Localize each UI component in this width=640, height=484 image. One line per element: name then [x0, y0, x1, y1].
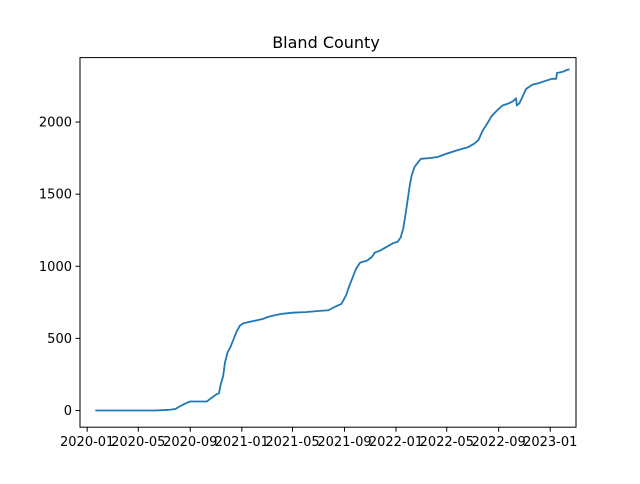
y-tick-label: 2000 — [39, 116, 72, 131]
x-tick-label: 2020-09 — [163, 435, 217, 450]
plot-frame — [79, 57, 577, 428]
y-tick-label: 500 — [47, 332, 72, 347]
y-tick-label: 0 — [64, 404, 72, 419]
x-tick-label: 2022-01 — [369, 435, 423, 450]
x-tick-label: 2022-05 — [420, 435, 474, 450]
x-tick-label: 2020-05 — [111, 435, 165, 450]
x-axis: 2020-012020-052020-092021-012021-052021-… — [60, 427, 577, 450]
series-line-0 — [95, 68, 570, 412]
x-tick-label: 2020-01 — [60, 435, 114, 450]
y-tick-label: 1000 — [39, 260, 72, 275]
x-tick-label: 2021-01 — [215, 435, 269, 450]
x-tick-label: 2022-09 — [472, 435, 526, 450]
x-tick-label: 2021-09 — [317, 435, 371, 450]
plot-layer — [95, 68, 570, 412]
y-tick-label: 1500 — [39, 188, 72, 203]
y-axis: 0 500 1000 1500 2000 — [39, 116, 80, 419]
x-tick-label: 2021-05 — [265, 435, 319, 450]
x-tick-label: 2023-01 — [523, 435, 577, 450]
chart-title: Bland County — [272, 33, 380, 52]
